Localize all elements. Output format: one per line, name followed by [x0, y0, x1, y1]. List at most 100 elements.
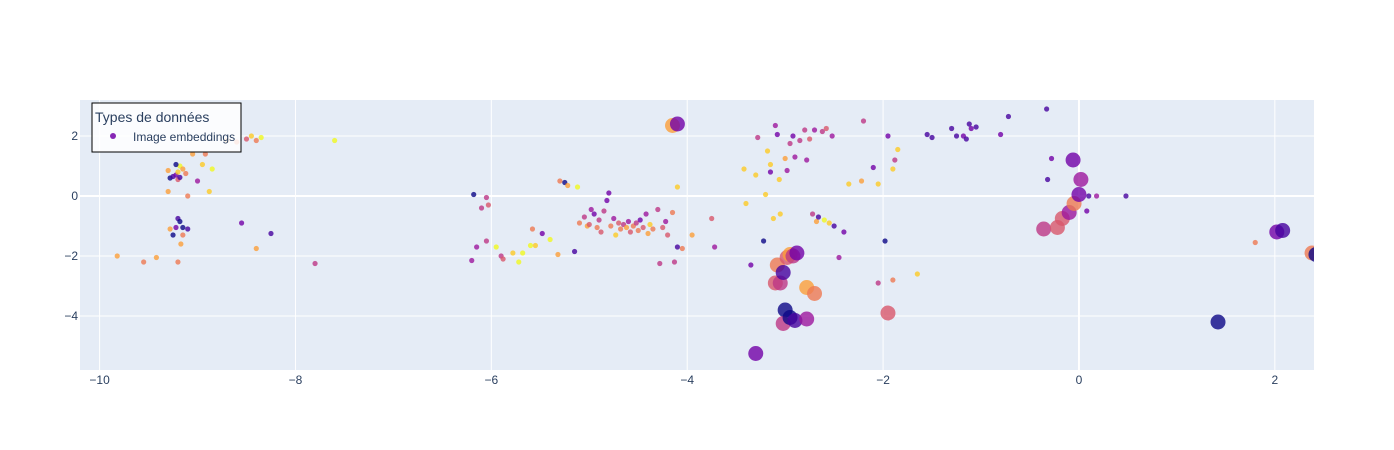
data-point[interactable] — [312, 260, 318, 267]
data-point[interactable] — [588, 206, 594, 213]
data-point[interactable] — [826, 220, 832, 226]
data-point[interactable] — [811, 127, 818, 133]
data-point[interactable] — [776, 176, 782, 183]
data-point[interactable] — [180, 166, 186, 172]
data-point[interactable] — [565, 182, 571, 189]
data-point[interactable] — [650, 226, 656, 232]
data-point[interactable] — [591, 211, 597, 217]
data-point[interactable] — [998, 131, 1004, 138]
data-point[interactable] — [1045, 176, 1051, 183]
data-point[interactable] — [804, 157, 810, 163]
data-point[interactable] — [797, 137, 803, 144]
data-point[interactable] — [770, 215, 776, 222]
data-point[interactable] — [836, 254, 842, 261]
data-point[interactable] — [829, 133, 835, 139]
data-point[interactable] — [529, 226, 536, 232]
data-point[interactable] — [469, 257, 475, 264]
data-point[interactable] — [1073, 172, 1089, 187]
data-point[interactable] — [767, 169, 774, 175]
data-point[interactable] — [253, 137, 259, 144]
data-point[interactable] — [185, 193, 191, 199]
data-point[interactable] — [823, 125, 829, 132]
data-point[interactable] — [153, 254, 159, 261]
data-point[interactable] — [571, 248, 578, 255]
data-point[interactable] — [665, 232, 671, 238]
data-point[interactable] — [741, 166, 747, 172]
data-point[interactable] — [813, 218, 820, 225]
data-point[interactable] — [643, 211, 649, 217]
data-point[interactable] — [574, 184, 581, 190]
data-point[interactable] — [949, 125, 955, 132]
data-point[interactable] — [870, 164, 876, 171]
data-point[interactable] — [784, 167, 790, 174]
data-point[interactable] — [606, 190, 612, 196]
data-point[interactable] — [1086, 193, 1092, 199]
data-point[interactable] — [929, 134, 935, 141]
data-point[interactable] — [177, 218, 183, 225]
data-point[interactable] — [792, 154, 798, 160]
data-point[interactable] — [141, 259, 147, 265]
data-point[interactable] — [576, 220, 583, 226]
data-point[interactable] — [882, 238, 888, 244]
data-point[interactable] — [671, 259, 678, 265]
data-point[interactable] — [114, 253, 120, 259]
data-point[interactable] — [846, 181, 852, 187]
data-point[interactable] — [175, 169, 181, 175]
data-point[interactable] — [510, 250, 516, 256]
data-point[interactable] — [674, 244, 681, 250]
data-point[interactable] — [1071, 187, 1087, 202]
data-point[interactable] — [1308, 247, 1323, 262]
data-point[interactable] — [640, 224, 646, 231]
data-point[interactable] — [206, 188, 212, 195]
data-point[interactable] — [165, 167, 171, 174]
data-point[interactable] — [1065, 152, 1081, 168]
data-point[interactable] — [483, 194, 490, 201]
data-point[interactable] — [787, 313, 803, 328]
data-point[interactable] — [875, 280, 881, 286]
data-point[interactable] — [180, 232, 186, 238]
data-point[interactable] — [973, 124, 979, 130]
data-point[interactable] — [924, 131, 930, 138]
data-point[interactable] — [539, 230, 545, 237]
data-point[interactable] — [601, 208, 607, 214]
data-point[interactable] — [760, 238, 767, 244]
data-point[interactable] — [1252, 239, 1258, 246]
data-point[interactable] — [755, 134, 761, 141]
data-point[interactable] — [860, 118, 867, 124]
data-point[interactable] — [332, 137, 338, 144]
data-point[interactable] — [875, 181, 881, 187]
data-point[interactable] — [258, 134, 264, 141]
data-point[interactable] — [596, 217, 602, 223]
data-point[interactable] — [637, 217, 643, 223]
legend[interactable]: Types de données Image embeddings — [91, 102, 242, 153]
data-point[interactable] — [789, 245, 805, 261]
data-point[interactable] — [660, 224, 666, 231]
data-point[interactable] — [485, 202, 491, 208]
data-point[interactable] — [1044, 106, 1050, 112]
data-point[interactable] — [581, 214, 587, 220]
data-point[interactable] — [1210, 314, 1226, 330]
data-point[interactable] — [471, 191, 477, 198]
data-point[interactable] — [1005, 113, 1012, 120]
data-point[interactable] — [1036, 221, 1052, 237]
data-point[interactable] — [968, 125, 974, 132]
data-point[interactable] — [790, 133, 796, 139]
legend-item-image-embeddings[interactable]: Image embeddings — [110, 130, 235, 144]
data-point[interactable] — [532, 242, 539, 249]
data-point[interactable] — [613, 232, 619, 238]
data-point[interactable] — [253, 245, 259, 252]
data-point[interactable] — [774, 131, 780, 138]
data-point[interactable] — [611, 215, 617, 222]
data-point[interactable] — [966, 121, 972, 127]
data-point[interactable] — [1093, 193, 1100, 199]
data-point[interactable] — [616, 220, 622, 226]
data-point[interactable] — [1048, 155, 1055, 162]
data-point[interactable] — [712, 244, 718, 250]
data-point[interactable] — [963, 136, 969, 142]
data-point[interactable] — [194, 178, 201, 184]
data-point[interactable] — [655, 206, 661, 213]
data-point[interactable] — [243, 136, 250, 142]
data-point[interactable] — [594, 224, 600, 231]
data-point[interactable] — [627, 229, 634, 235]
data-point[interactable] — [772, 122, 778, 129]
